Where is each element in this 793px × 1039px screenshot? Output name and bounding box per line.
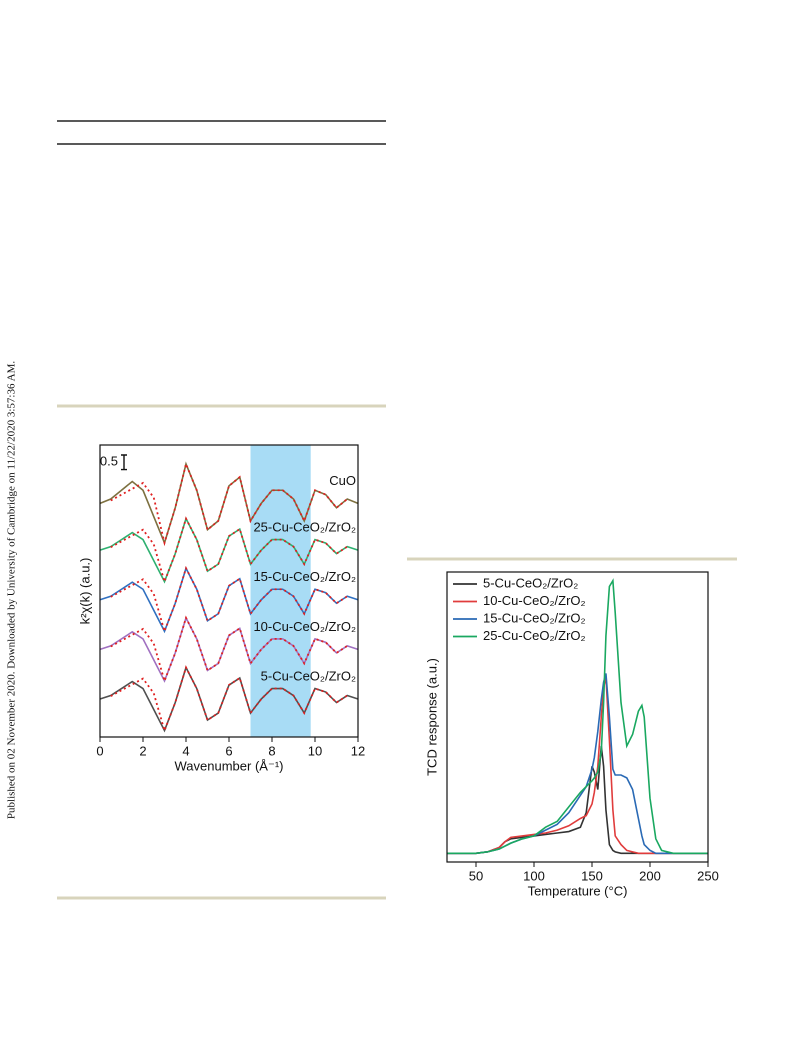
series-label: 10-Cu-CeO₂/ZrO₂ — [253, 619, 356, 634]
x-tick-label: 12 — [351, 743, 365, 758]
y-axis-label: TCD response (a.u.) — [424, 658, 439, 776]
x-tick-label: 150 — [581, 868, 603, 883]
x-tick-label: 100 — [523, 868, 545, 883]
legend-label: 5-Cu-CeO₂/ZrO₂ — [483, 575, 578, 590]
fit-line — [110, 615, 348, 684]
x-tick-label: 250 — [697, 868, 719, 883]
series-label: 25-Cu-CeO₂/ZrO₂ — [253, 520, 356, 535]
x-tick-label: 50 — [469, 868, 483, 883]
x-tick-label: 2 — [139, 743, 146, 758]
series-label: CuO — [329, 473, 356, 488]
fit-line — [110, 565, 348, 635]
x-tick-label: 0 — [96, 743, 103, 758]
x-tick-label: 6 — [225, 743, 232, 758]
legend-label: 10-Cu-CeO₂/ZrO₂ — [483, 593, 586, 608]
y-axis-label: k²χ(k) (a.u.) — [77, 558, 92, 625]
data-line — [447, 673, 708, 855]
series-label: 15-Cu-CeO₂/ZrO₂ — [253, 569, 356, 584]
fit-line — [110, 516, 348, 585]
fit-line — [110, 665, 348, 734]
x-tick-label: 4 — [182, 743, 189, 758]
x-tick-label: 200 — [639, 868, 661, 883]
scale-bar — [121, 454, 127, 471]
x-axis-label: Wavenumber (Å⁻¹) — [175, 758, 284, 773]
highlight-band — [250, 445, 311, 737]
series-label: 5-Cu-CeO₂/ZrO₂ — [261, 668, 356, 683]
legend-label: 25-Cu-CeO₂/ZrO₂ — [483, 628, 586, 643]
plot-frame — [446, 571, 709, 863]
side-note: Published on 02 November 2020. Downloade… — [6, 361, 18, 819]
x-tick-label: 10 — [308, 743, 322, 758]
data-line — [447, 676, 708, 855]
legend-label: 15-Cu-CeO₂/ZrO₂ — [483, 610, 586, 625]
scale-bar-label: 0.5 — [100, 454, 118, 469]
x-tick-label: 8 — [268, 743, 275, 758]
data-line — [447, 578, 708, 855]
x-axis-label: Temperature (°C) — [528, 883, 628, 898]
